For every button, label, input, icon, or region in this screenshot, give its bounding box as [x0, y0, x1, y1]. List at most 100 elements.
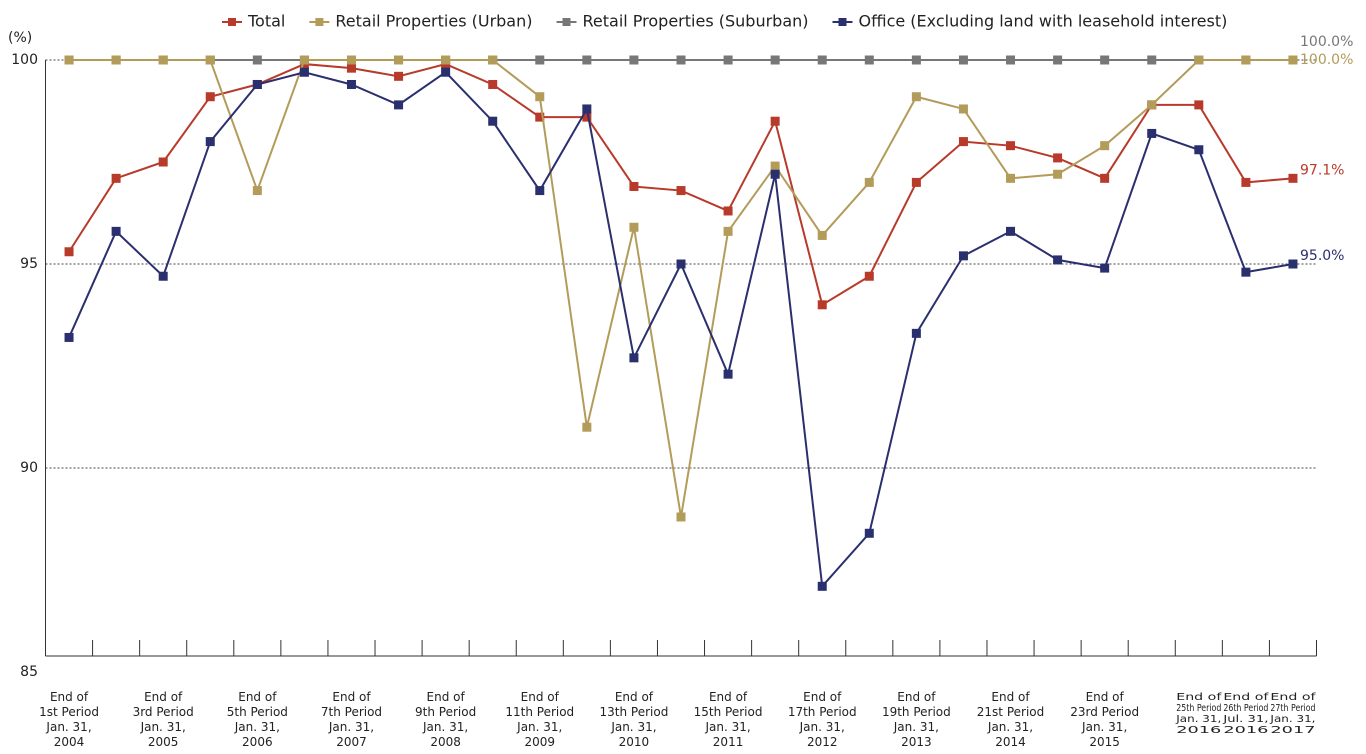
- data-point: [723, 55, 733, 65]
- data-point: [629, 55, 639, 65]
- legend-marker: [562, 18, 571, 26]
- data-point: [723, 206, 733, 216]
- legend-label: Office (Excluding land with leasehold in…: [859, 12, 1228, 31]
- legend-item: Total: [222, 12, 285, 31]
- data-point: [64, 332, 74, 342]
- data-point: [676, 186, 686, 196]
- data-point: [1053, 255, 1063, 265]
- data-point: [1288, 173, 1298, 183]
- data-point: [299, 67, 309, 77]
- value-label: 95.0%: [1300, 248, 1344, 264]
- data-point: [488, 79, 498, 89]
- data-point: [488, 116, 498, 126]
- x-tick-label: End of 21st Period Jan. 31, 2014: [977, 690, 1044, 749]
- x-tick-label: End of 26th Period Jul. 31, 2016: [1222, 692, 1269, 736]
- x-tick-label: End of 13th Period Jan. 31, 2010: [600, 690, 669, 749]
- data-point: [817, 55, 827, 65]
- data-point: [111, 173, 121, 183]
- data-point: [441, 55, 451, 65]
- data-point: [205, 137, 215, 147]
- y-tick-label: 95: [20, 256, 38, 272]
- data-point: [1147, 100, 1157, 110]
- x-tick-label: End of 11th Period Jan. 31, 2009: [505, 690, 574, 749]
- data-point: [1053, 169, 1063, 179]
- data-point: [205, 55, 215, 65]
- data-point: [346, 55, 356, 65]
- data-point: [1194, 100, 1204, 110]
- data-point: [1006, 173, 1016, 183]
- series-line: [68, 63, 1294, 307]
- y-axis-label: (%): [8, 30, 32, 46]
- data-point: [346, 79, 356, 89]
- value-label: 100.0%: [1300, 34, 1353, 50]
- data-point: [958, 55, 968, 65]
- legend-item: Retail Properties (Urban): [309, 12, 533, 31]
- x-tick-label: End of 23rd Period Jan. 31, 2015: [1070, 690, 1139, 749]
- data-point: [817, 300, 827, 310]
- data-point: [299, 55, 309, 65]
- data-point: [488, 55, 498, 65]
- value-label: 97.1%: [1300, 162, 1344, 178]
- data-point: [394, 71, 404, 81]
- data-point: [864, 528, 874, 538]
- data-point: [1241, 267, 1251, 277]
- data-point: [111, 55, 121, 65]
- data-point: [1241, 55, 1251, 65]
- data-point: [770, 116, 780, 126]
- data-point: [676, 259, 686, 269]
- data-point: [911, 177, 921, 187]
- data-point: [535, 186, 545, 196]
- data-point: [64, 247, 74, 257]
- data-point: [864, 55, 874, 65]
- x-tick-label: End of 1st Period Jan. 31, 2004: [39, 690, 99, 749]
- data-point: [911, 55, 921, 65]
- data-point: [817, 230, 827, 240]
- y-tick-label: 100: [11, 52, 38, 68]
- data-point: [629, 222, 639, 232]
- x-tick-label: End of 19th Period Jan. 31, 2013: [882, 690, 951, 749]
- data-point: [1100, 55, 1110, 65]
- data-point: [535, 55, 545, 65]
- data-point: [1288, 259, 1298, 269]
- data-point: [158, 55, 168, 65]
- legend-marker: [838, 18, 847, 26]
- data-point: [911, 92, 921, 102]
- x-tick-label: End of 15th Period Jan. 31, 2011: [694, 690, 763, 749]
- data-point: [1288, 55, 1298, 65]
- x-tick-label: End of 3rd Period Jan. 31, 2005: [133, 690, 194, 749]
- data-point: [535, 92, 545, 102]
- data-point: [1100, 263, 1110, 273]
- data-point: [864, 177, 874, 187]
- legend-label: Retail Properties (Urban): [335, 12, 532, 31]
- data-point: [582, 112, 592, 122]
- data-point: [1053, 55, 1063, 65]
- data-point: [1100, 141, 1110, 151]
- data-point: [582, 104, 592, 114]
- data-point: [1194, 55, 1204, 65]
- y-tick-label: 85: [20, 664, 38, 680]
- data-point: [629, 353, 639, 363]
- legend-marker: [228, 18, 236, 26]
- data-point: [394, 100, 404, 110]
- data-point: [629, 181, 639, 191]
- legend-label: Retail Properties (Suburban): [583, 12, 809, 31]
- series-line: [68, 70, 1294, 589]
- x-tick-label: End of 5th Period Jan. 31, 2006: [227, 690, 288, 749]
- data-point: [770, 55, 780, 65]
- legend-marker: [315, 18, 324, 26]
- data-point: [394, 55, 404, 65]
- data-point: [958, 137, 968, 147]
- data-point: [441, 67, 451, 77]
- data-point: [158, 271, 168, 281]
- data-point: [1006, 141, 1016, 151]
- data-point: [205, 92, 215, 102]
- data-point: [676, 55, 686, 65]
- legend-item: Office (Excluding land with leasehold in…: [832, 12, 1228, 31]
- series-line: [69, 59, 1293, 518]
- x-tick-label: End of 9th Period Jan. 31, 2008: [415, 690, 476, 749]
- data-point: [1053, 153, 1063, 163]
- data-point: [1194, 145, 1204, 155]
- data-point: [252, 186, 262, 196]
- x-tick-label: End of 25th Period Jan. 31, 2016: [1175, 692, 1222, 736]
